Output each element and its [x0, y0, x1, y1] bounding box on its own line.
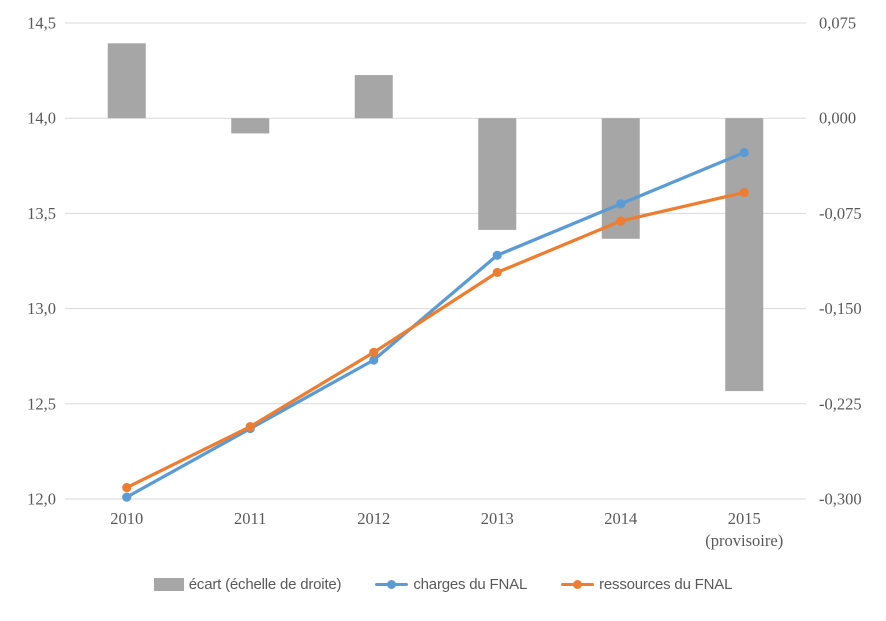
x-axis-tick-label: 2011 [234, 509, 266, 528]
x-axis-tick-label: 2013 [481, 509, 514, 528]
ressources-marker [122, 482, 132, 493]
left-axis-tick-label: 13,0 [27, 299, 56, 318]
ecart-bar [478, 118, 517, 230]
ressources-line [125, 190, 746, 490]
charges-marker [369, 355, 379, 365]
combo-chart-canvas: 14,5 0,075 14,0 0,000 13,5 -0,075 13,0 -0,150 12… [27, 14, 862, 551]
right-axis-tick-label: -0,075 [819, 204, 862, 223]
legend-item-charges: charges du FNAL [375, 576, 527, 593]
legend-label-ecart: écart (échelle de droite) [188, 576, 342, 593]
right-axis-tick-label: 0,000 [819, 109, 856, 128]
charges-line-swatch-icon [375, 580, 409, 589]
ressources-marker [492, 267, 502, 278]
charges-line [125, 150, 746, 499]
ecart-bar [354, 75, 393, 119]
x-axis-tick-sublabel: (provisoire) [705, 531, 783, 550]
ecart-bar-swatch-icon [153, 578, 184, 591]
left-axis-tick-label: 14,5 [27, 14, 56, 33]
ressources-marker [245, 422, 255, 432]
legend-label-ressources: ressources du FNAL [599, 576, 733, 593]
right-axis-tick-label: -0,300 [819, 490, 862, 509]
legend-item-ressources: ressources du FNAL [561, 576, 732, 593]
x-axis-tick-label: 2015 [728, 509, 761, 528]
ressources-marker [616, 216, 626, 226]
right-axis-tick-label: 0,075 [819, 14, 856, 33]
charges-dot-glyph [387, 580, 397, 589]
charges-marker [616, 199, 626, 209]
charges-marker [122, 492, 132, 502]
right-axis-tick-label: -0,150 [819, 299, 862, 318]
ecart-bar [231, 118, 270, 134]
legend-item-ecart: écart (échelle de droite) [153, 576, 342, 593]
ecart-bar [107, 43, 146, 119]
ressources-line-swatch-icon [561, 580, 595, 589]
charges-marker [492, 250, 502, 260]
x-axis-tick-label: 2014 [604, 509, 637, 528]
charges-marker [739, 147, 749, 158]
ressources-marker [739, 187, 749, 198]
ressources-marker [369, 347, 379, 357]
ecart-bar [725, 118, 764, 392]
left-axis-tick-label: 14,0 [27, 109, 56, 128]
legend-label-charges: charges du FNAL [413, 576, 528, 593]
x-axis-tick-label: 2012 [357, 509, 390, 528]
x-axis-tick-label: 2010 [110, 509, 143, 528]
left-axis-tick-label: 13,5 [27, 204, 56, 223]
left-axis-tick-label: 12,0 [27, 490, 56, 509]
left-axis-tick-label: 12,5 [27, 394, 56, 413]
ressources-dot-glyph [573, 580, 583, 589]
chart-legend: écart (échelle de droite) charges du FNA… [0, 576, 886, 593]
right-axis-tick-label: -0,225 [819, 394, 862, 413]
